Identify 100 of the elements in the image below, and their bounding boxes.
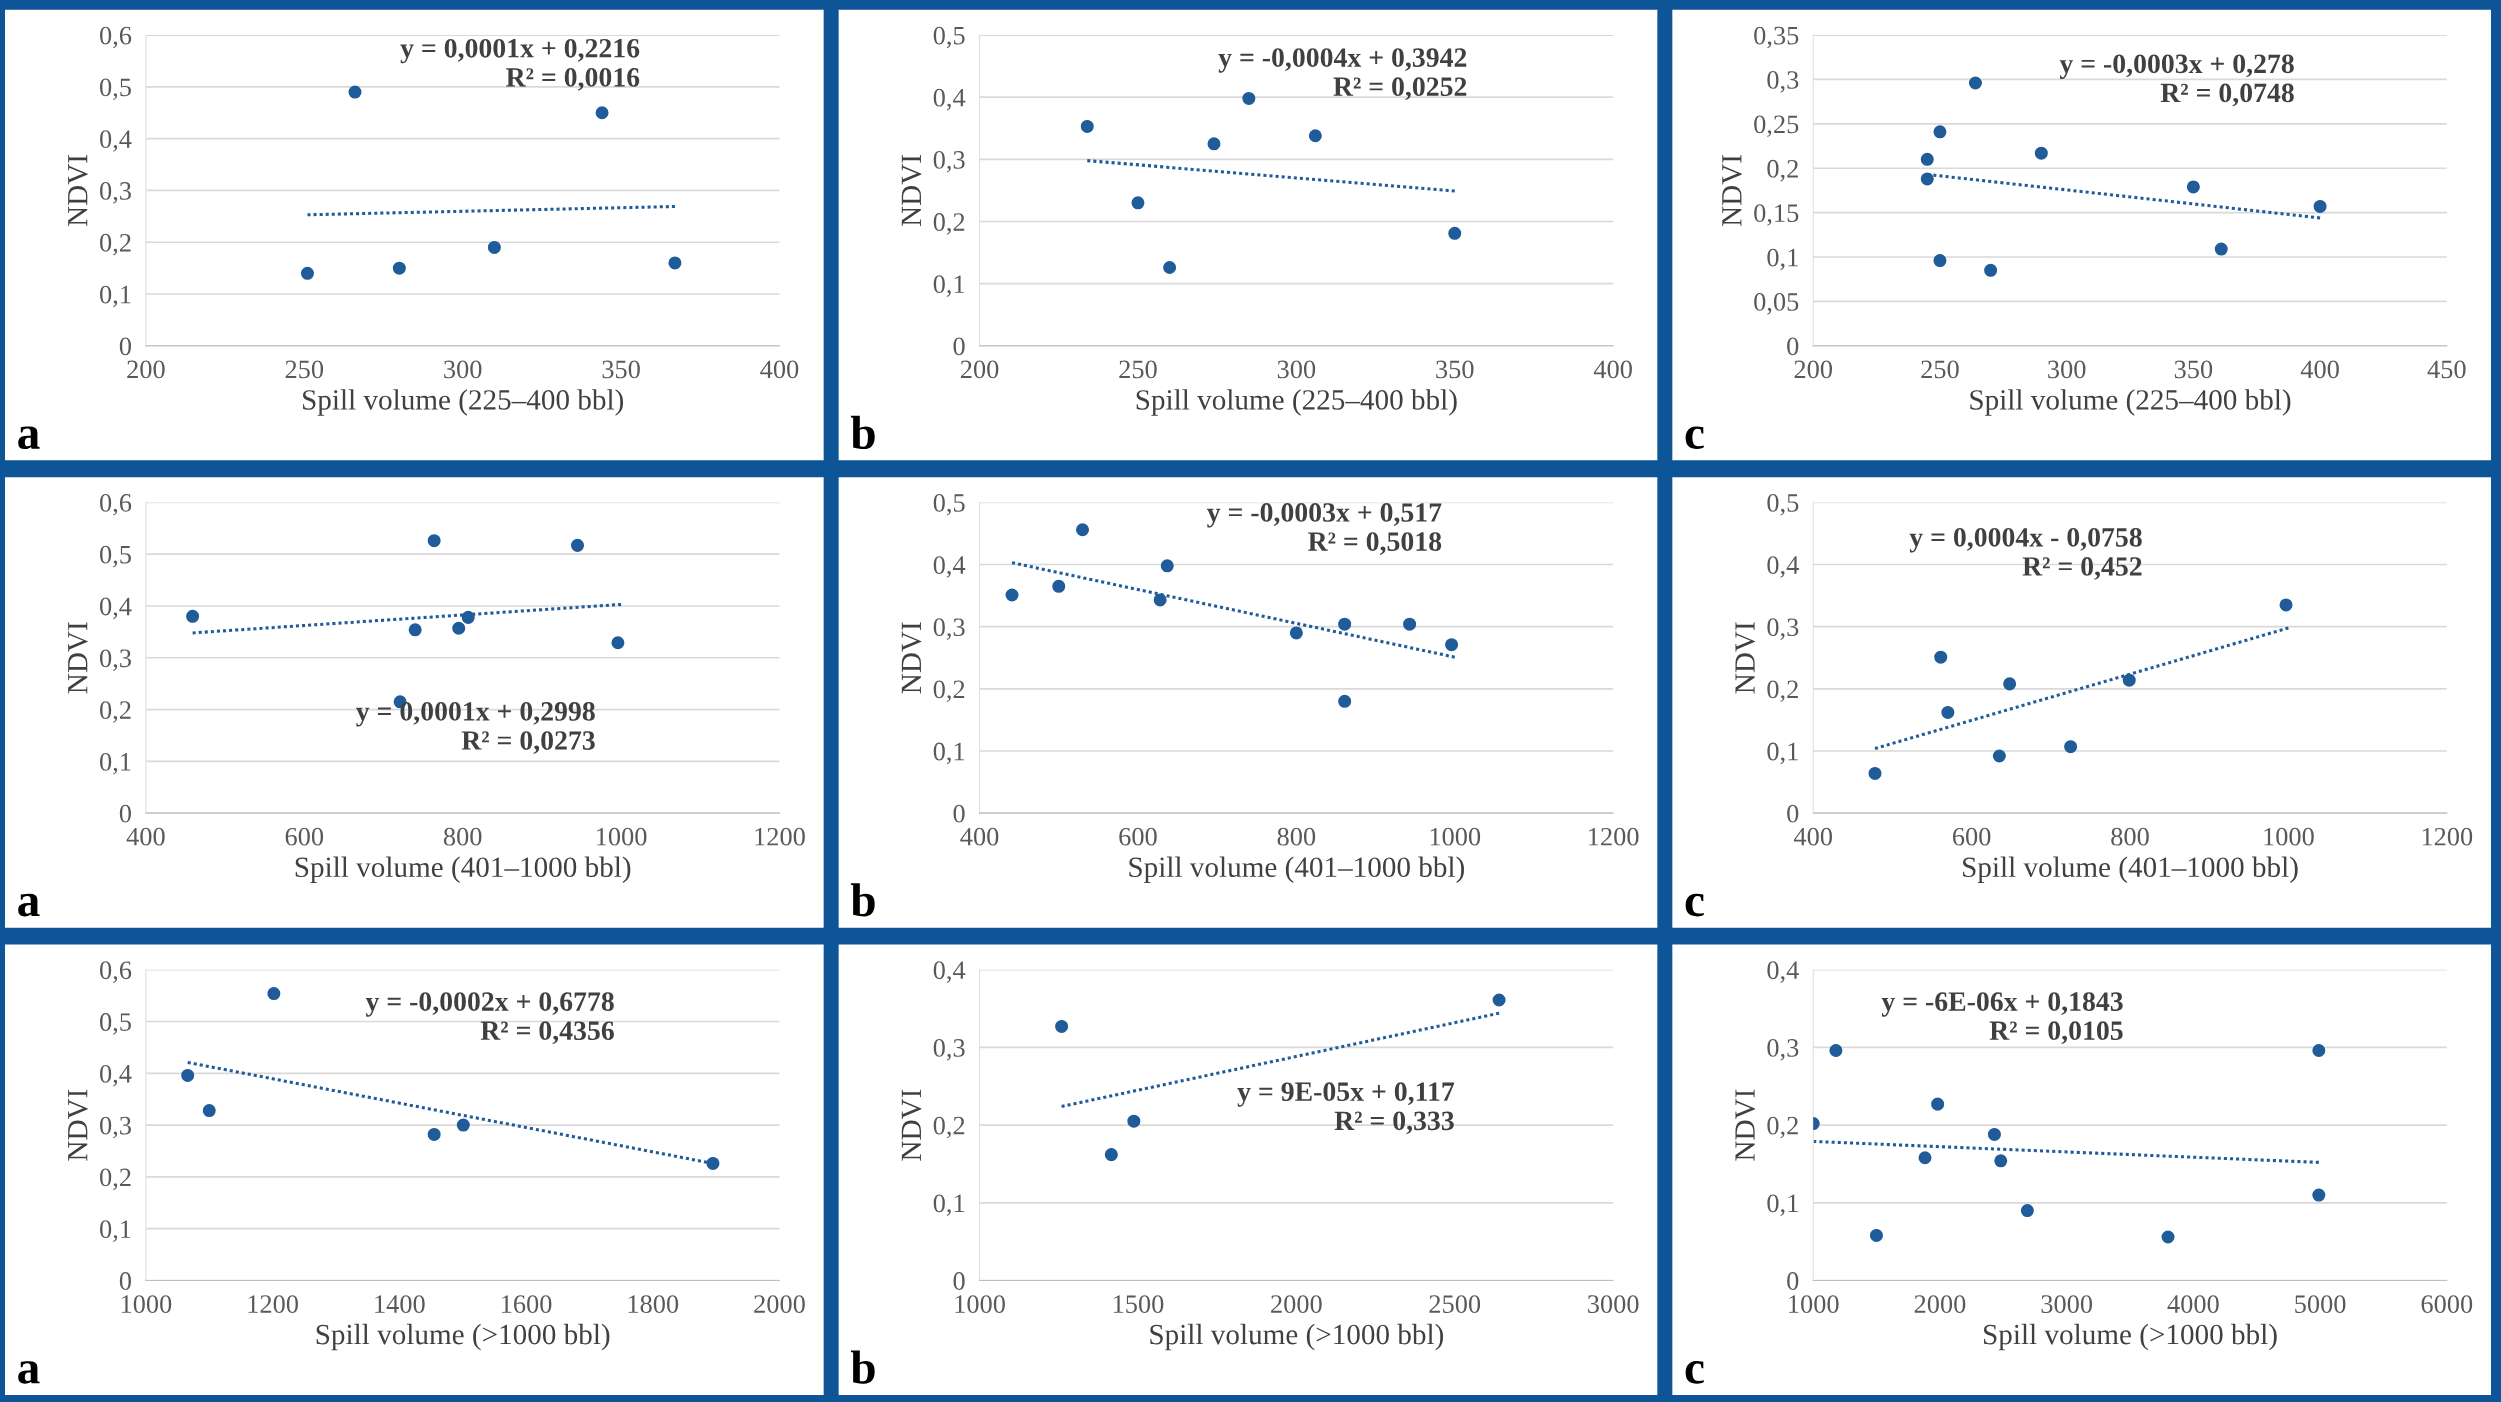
y-tick-label: 0,2 (100, 233, 131, 256)
y-tick-label: 0,1 (100, 285, 131, 308)
x-axis-title: Spill volume (>1000 bbl) (1150, 1323, 1444, 1351)
point (1941, 705, 1955, 719)
x-tick-label: 200 (960, 360, 999, 379)
x-tick-label: 250 (285, 360, 324, 379)
text: a (18, 1361, 40, 1384)
point (348, 85, 362, 99)
x-tick-label: 1000 (955, 1295, 1005, 1313)
point (1005, 588, 1019, 602)
annotation: R² = 0,4356 (480, 1021, 614, 1045)
point (2214, 242, 2228, 256)
y-tick-label: 0,5 (1767, 493, 1799, 516)
x-tick-label: 300 (1277, 360, 1316, 379)
y-tick-label: 0,2 (1767, 1116, 1798, 1139)
x-tick-label: 600 (285, 827, 324, 846)
x-tick-label: 800 (443, 827, 482, 846)
y-tick-label: 0,3 (100, 1116, 131, 1139)
y-tick-label: 0 (1787, 804, 1799, 823)
y-tick-label: 0,1 (933, 742, 965, 765)
point (408, 623, 422, 637)
annotation: R² = 0,0273 (461, 731, 595, 754)
y-tick-label: 0,1 (100, 1220, 131, 1242)
x-axis-title: Spill volume (401–1000 bbl) (1963, 856, 2298, 883)
point (1829, 1044, 1843, 1058)
y-axis-title: NDVI (1735, 622, 1756, 694)
point (1931, 1097, 1945, 1111)
x-tick-label: 3000 (2041, 1295, 2093, 1313)
point (1994, 1154, 2008, 1168)
y-tick-label: 0 (119, 337, 131, 356)
x-tick-label: 800 (2111, 827, 2149, 846)
point (1080, 119, 1094, 133)
y-tick-label: 0 (119, 1272, 131, 1290)
point (1076, 523, 1090, 537)
point (1153, 593, 1167, 607)
y-axis-title: NDVI (901, 1089, 922, 1161)
point (706, 1156, 720, 1170)
x-tick-label: 1000 (121, 1295, 172, 1313)
y-tick-label: 0,6 (100, 961, 132, 983)
point (1920, 152, 1934, 166)
point (267, 987, 281, 1001)
point (1289, 626, 1303, 640)
y-tick-label: 0,6 (100, 493, 132, 516)
x-tick-label: 1200 (248, 1295, 298, 1313)
point (1968, 76, 1982, 90)
y-axis-title: NDVI (68, 622, 88, 694)
y-tick-label: 0,4 (100, 130, 132, 152)
x-tick-label: 5000 (2295, 1295, 2346, 1313)
x-tick-label: 1200 (1589, 827, 1639, 846)
y-axis-title: NDVI (1735, 1089, 1756, 1161)
annotation: R² = 0,452 (2022, 557, 2142, 580)
point (2064, 740, 2078, 754)
y-tick-label: 0,5 (933, 26, 965, 49)
y-tick-label: 0,15 (1754, 204, 1799, 226)
y-axis-title: NDVI (68, 1089, 88, 1161)
annotation: y = 0,0001x + 0,2998 (356, 702, 595, 727)
annotation: R² = 0,0748 (2160, 83, 2294, 107)
point (1492, 993, 1506, 1007)
annotation: y = 0,0001x + 0,2216 (400, 38, 640, 64)
x-tick-label: 350 (1436, 360, 1474, 379)
x-axis-title: Spill volume (225–400 bbl) (303, 389, 624, 416)
x-tick-label: 1800 (628, 1295, 679, 1313)
y-tick-label: 0,2 (1767, 680, 1798, 703)
x-tick-label: 200 (1794, 360, 1833, 379)
x-axis-title: Spill volume (225–400 bbl) (1136, 389, 1457, 416)
point (2313, 199, 2327, 213)
y-tick-label: 0,2 (100, 1168, 131, 1191)
y-axis-title: NDVI (901, 155, 922, 227)
point (1403, 617, 1417, 631)
point (611, 636, 625, 650)
point (1933, 125, 1947, 139)
point (571, 538, 585, 552)
point (2034, 146, 2048, 160)
point (392, 261, 406, 275)
x-tick-label: 1000 (1430, 827, 1481, 846)
y-tick-label: 0,3 (100, 649, 131, 671)
y-tick-label: 0,05 (1754, 293, 1799, 315)
annotation: y = -6E-06x + 0,1843 (1881, 992, 2123, 1017)
point (181, 1068, 195, 1082)
y-tick-label: 0,5 (100, 1013, 131, 1035)
x-axis-title: Spill volume (401–1000 bbl) (1129, 856, 1464, 883)
x-tick-label: 250 (1921, 360, 1959, 379)
x-tick-label: 400 (126, 827, 165, 846)
x-tick-label: 2500 (1429, 1295, 1481, 1313)
point (1104, 1148, 1118, 1162)
x-tick-label: 1200 (2422, 827, 2473, 846)
point (186, 609, 200, 623)
y-tick-label: 0 (1787, 1272, 1799, 1290)
y-tick-label: 0,2 (933, 1116, 965, 1139)
y-tick-label: 0,4 (1767, 961, 1799, 983)
y-tick-label: 0 (953, 1272, 965, 1290)
y-axis-title: NDVI (68, 155, 88, 227)
y-tick-label: 0,2 (100, 701, 131, 723)
point (1207, 137, 1221, 151)
y-tick-label: 0,3 (1767, 1039, 1799, 1061)
point (456, 1118, 470, 1132)
point (487, 240, 501, 254)
y-tick-label: 0,4 (100, 597, 132, 620)
point (202, 1104, 216, 1118)
point (1448, 226, 1462, 240)
